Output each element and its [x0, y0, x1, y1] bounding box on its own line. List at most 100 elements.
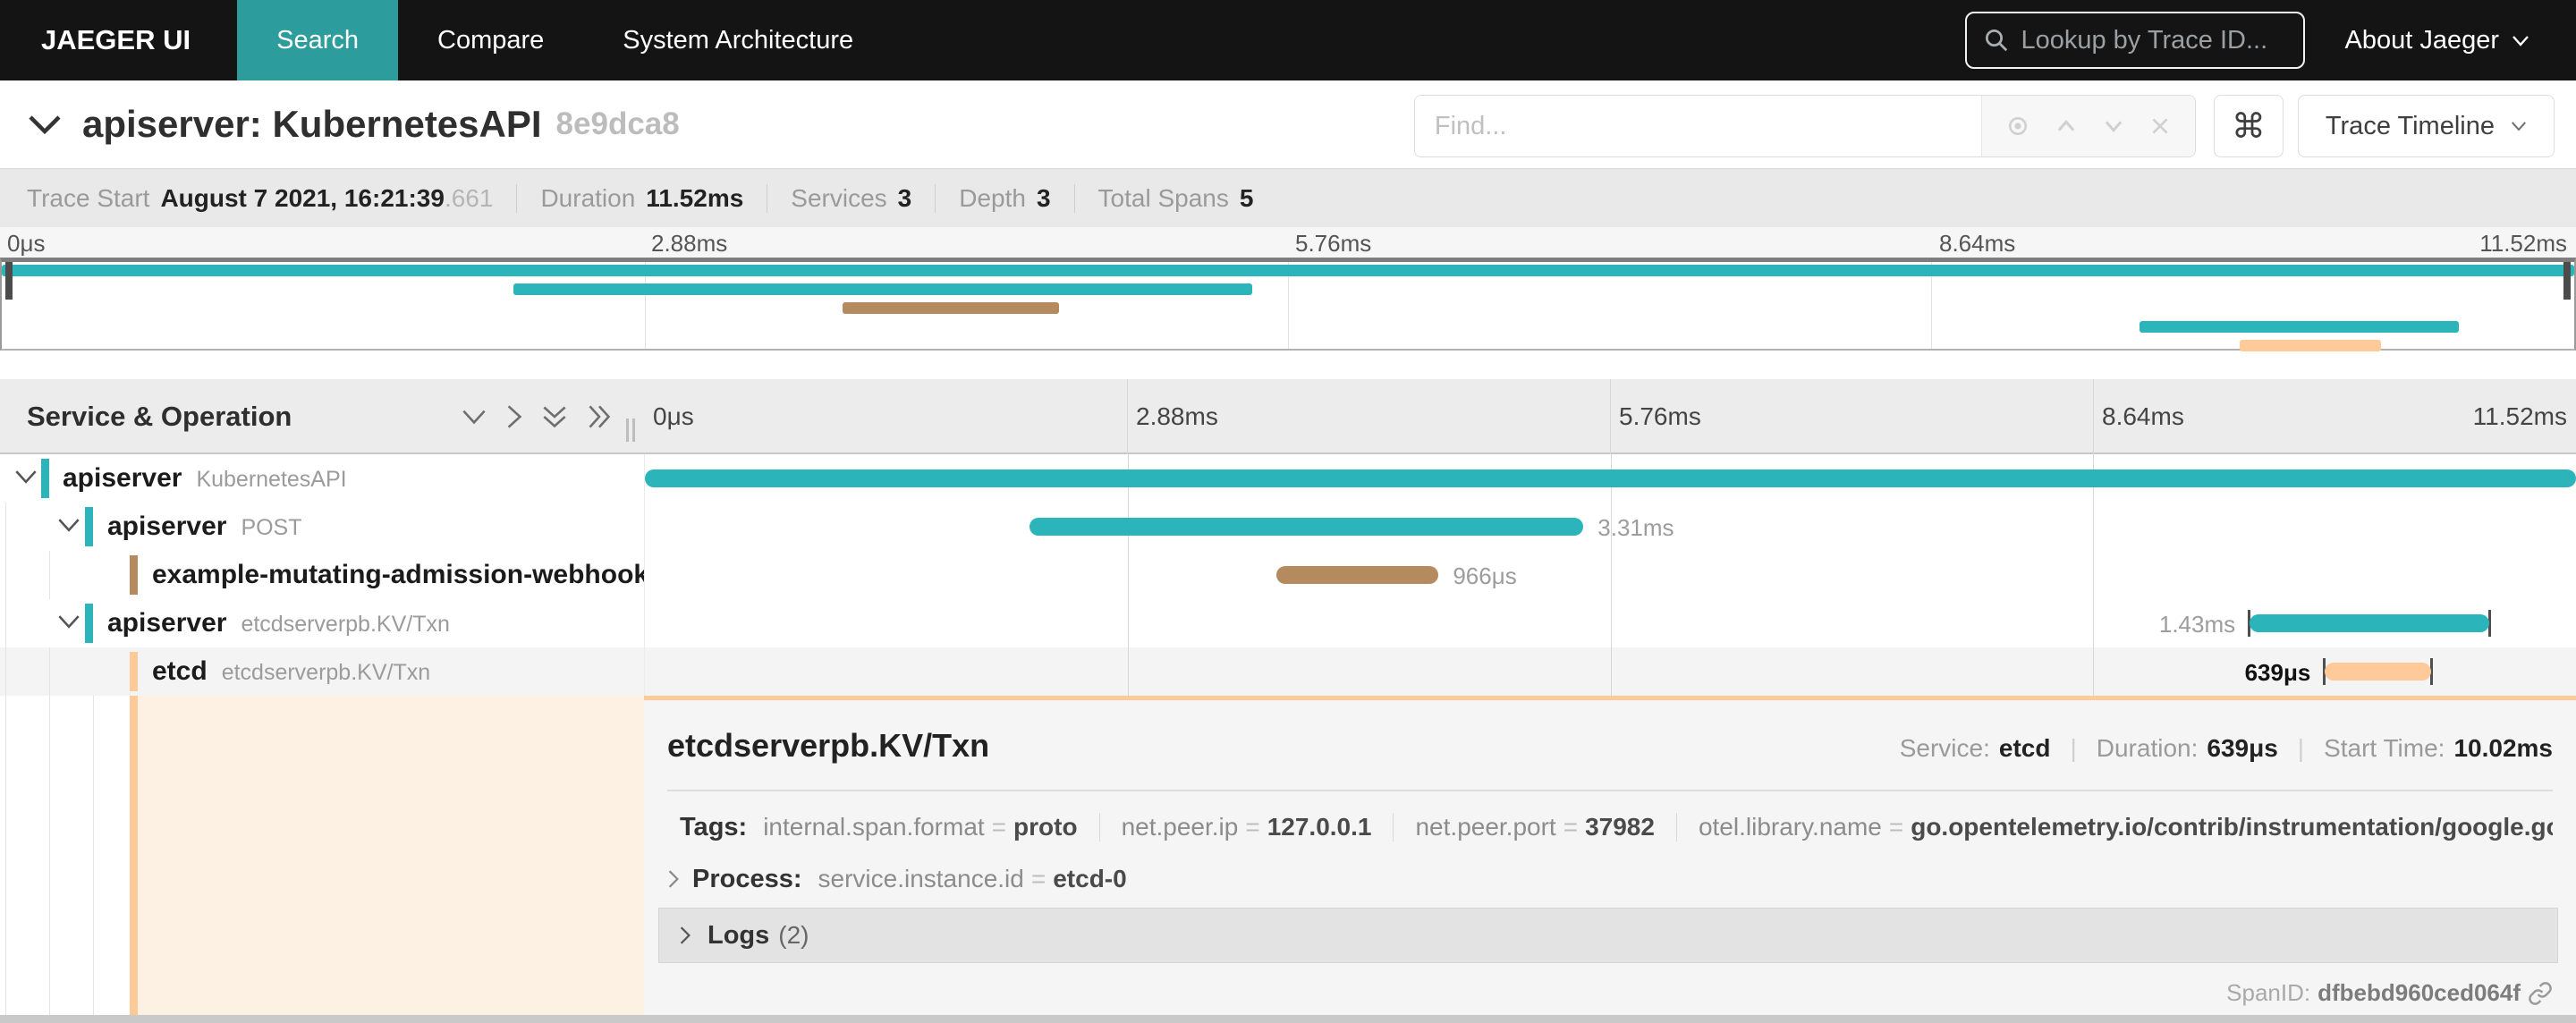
timeline-gridline — [1127, 551, 1129, 599]
stat-trace-start: Trace Start August 7 2021, 16:21:39 .661 — [27, 184, 493, 213]
link-icon[interactable] — [2528, 981, 2553, 1006]
collapse-one-icon[interactable] — [462, 409, 487, 425]
chevron-down-icon — [2512, 122, 2526, 131]
span-row-apiserver-etcdtxn[interactable]: apiserver etcdserverpb.KV/Txn 1.43ms — [0, 599, 2576, 647]
trace-lookup-placeholder: Lookup by Trace ID... — [2021, 25, 2268, 55]
trace-id-short: 8e9dca8 — [555, 106, 680, 141]
detail-service-label: Service: — [1899, 734, 1990, 762]
detail-duration-label: Duration: — [2096, 734, 2199, 762]
span-operation: POST — [241, 515, 302, 540]
chevron-down-icon[interactable] — [57, 518, 80, 532]
process-label: Process: — [692, 864, 802, 893]
span-duration-bar[interactable] — [645, 469, 2576, 487]
axis-tick: 2.88ms — [651, 230, 728, 257]
find-input[interactable]: Find... — [1414, 96, 1981, 156]
stat-services: Services 3 — [767, 183, 912, 213]
minimap-left-scrubber[interactable] — [5, 262, 13, 300]
expand-all-icon[interactable] — [587, 404, 612, 429]
stat-value: August 7 2021, 16:21:39 — [160, 183, 445, 212]
search-icon — [1986, 30, 2008, 52]
span-duration-bar[interactable] — [2325, 663, 2432, 681]
timeline-gridline — [1610, 379, 1611, 454]
span-row-webhook[interactable]: example-mutating-admission-webhook... 96… — [0, 551, 2576, 599]
chevron-down-icon[interactable] — [14, 469, 38, 484]
span-duration-bar[interactable] — [1275, 566, 1439, 584]
stat-label: Total Spans — [1097, 183, 1229, 212]
span-color-bar — [85, 507, 93, 546]
chevron-right-icon — [668, 870, 679, 888]
nav-tab-system-architecture[interactable]: System Architecture — [623, 25, 854, 55]
span-duration-bar[interactable] — [1029, 518, 1584, 536]
timeline-tick: 5.76ms — [1619, 402, 1701, 430]
tags-row[interactable]: Tags: internal.span.format = proto net.pee… — [667, 807, 2553, 847]
clear-find-icon[interactable] — [2148, 114, 2172, 138]
trace-minimap[interactable] — [0, 258, 2576, 351]
span-row-etcd-txn[interactable]: etcd etcdserverpb.KV/Txn 639μs — [0, 647, 2576, 696]
minimap-gridline — [1931, 262, 1932, 349]
nav-tab-search[interactable]: Search — [237, 0, 398, 80]
tag-item: internal.span.format = proto — [763, 813, 1078, 841]
find-group: Find... — [1413, 95, 2196, 157]
nav-tab-compare[interactable]: Compare — [437, 25, 545, 55]
logs-row[interactable]: Logs (2) — [658, 908, 2558, 963]
timeline-gridline — [1127, 599, 1129, 647]
trace-view-selector[interactable]: Trace Timeline — [2297, 95, 2555, 157]
timeline-tick: 11.52ms — [2472, 402, 2567, 430]
collapse-trace-chevron-icon[interactable] — [27, 114, 63, 135]
minimap-right-scrubber[interactable] — [2563, 262, 2571, 300]
minimap-axis: 0μs 2.88ms 5.76ms 8.64ms 11.52ms — [0, 227, 2576, 258]
span-service: apiserver etcdserverpb.KV/Txn — [107, 608, 450, 638]
minimap-gridline — [1288, 262, 1289, 349]
stat-value: 3 — [897, 183, 912, 212]
timeline-gridline — [1610, 503, 1612, 551]
span-duration-bar[interactable] — [2250, 614, 2489, 632]
axis-tick: 11.52ms — [2479, 230, 2567, 257]
expand-one-icon[interactable] — [506, 404, 522, 429]
span-color-bar — [41, 459, 49, 498]
process-item: service.instance.id = etcd-0 — [818, 865, 1127, 892]
stat-label: Trace Start — [27, 183, 150, 212]
timeline-gridline — [2093, 647, 2095, 696]
span-row-apiserver-kubernetesapi[interactable]: apiserver KubernetesAPI — [0, 454, 2576, 503]
span-color-bar — [85, 604, 93, 643]
detail-divider — [667, 790, 2553, 791]
timeline-tick: 8.64ms — [2102, 402, 2184, 430]
span-color-bar — [130, 555, 138, 595]
minimap-span-bar — [513, 283, 1252, 295]
span-duration-label: 966μs — [1453, 562, 1517, 589]
timeline-gridline — [1127, 647, 1129, 696]
chevron-down-icon[interactable] — [57, 614, 80, 629]
keyboard-shortcuts-button[interactable]: ⌘ — [2213, 95, 2284, 157]
collapse-all-icon[interactable] — [542, 404, 567, 429]
minimap-span-bar — [2, 265, 2574, 276]
span-service: etcd etcdserverpb.KV/Txn — [152, 656, 431, 686]
span-row-apiserver-post[interactable]: apiserver POST 3.31ms — [0, 503, 2576, 551]
trace-lookup-input[interactable]: Lookup by Trace ID... — [1965, 12, 2306, 69]
stat-depth: Depth 3 — [935, 183, 1051, 213]
logs-count: (2) — [778, 921, 809, 949]
column-resize-handle[interactable] — [626, 418, 635, 442]
find-prev-icon[interactable] — [2054, 114, 2079, 139]
app-brand[interactable]: JAEGER UI — [41, 24, 191, 55]
focus-target-icon[interactable] — [2004, 113, 2031, 140]
service-operation-header: Service & Operation — [27, 401, 292, 432]
timeline-gridline — [1127, 379, 1128, 454]
horizontal-scrollbar[interactable] — [0, 1015, 2576, 1023]
detail-start-label: Start Time: — [2324, 734, 2445, 762]
trace-title: apiserver: KubernetesAPI — [82, 103, 542, 145]
detail-start-value: 10.02ms — [2453, 734, 2553, 762]
about-jaeger-menu[interactable]: About Jaeger — [2344, 0, 2529, 80]
find-next-icon[interactable] — [2101, 114, 2126, 139]
spanid-label: SpanID: — [2226, 979, 2311, 1006]
spanid-value: dfbebd960ced064f — [2318, 979, 2521, 1006]
span-detail-panel: etcdserverpb.KV/Txn Service: etcd | Durat… — [0, 696, 2576, 1023]
minimap-span-bar — [2240, 340, 2382, 351]
timeline-gridline — [2093, 503, 2095, 551]
axis-tick: 5.76ms — [1295, 230, 1372, 257]
about-jaeger-label: About Jaeger — [2344, 25, 2499, 55]
detail-duration-value: 639μs — [2207, 734, 2278, 762]
span-bound-ticks — [2248, 610, 2491, 637]
stat-duration: Duration 11.52ms — [516, 183, 743, 213]
timeline-tick: 0μs — [653, 402, 694, 430]
process-row[interactable]: Process: service.instance.id = etcd-0 — [667, 859, 2553, 899]
